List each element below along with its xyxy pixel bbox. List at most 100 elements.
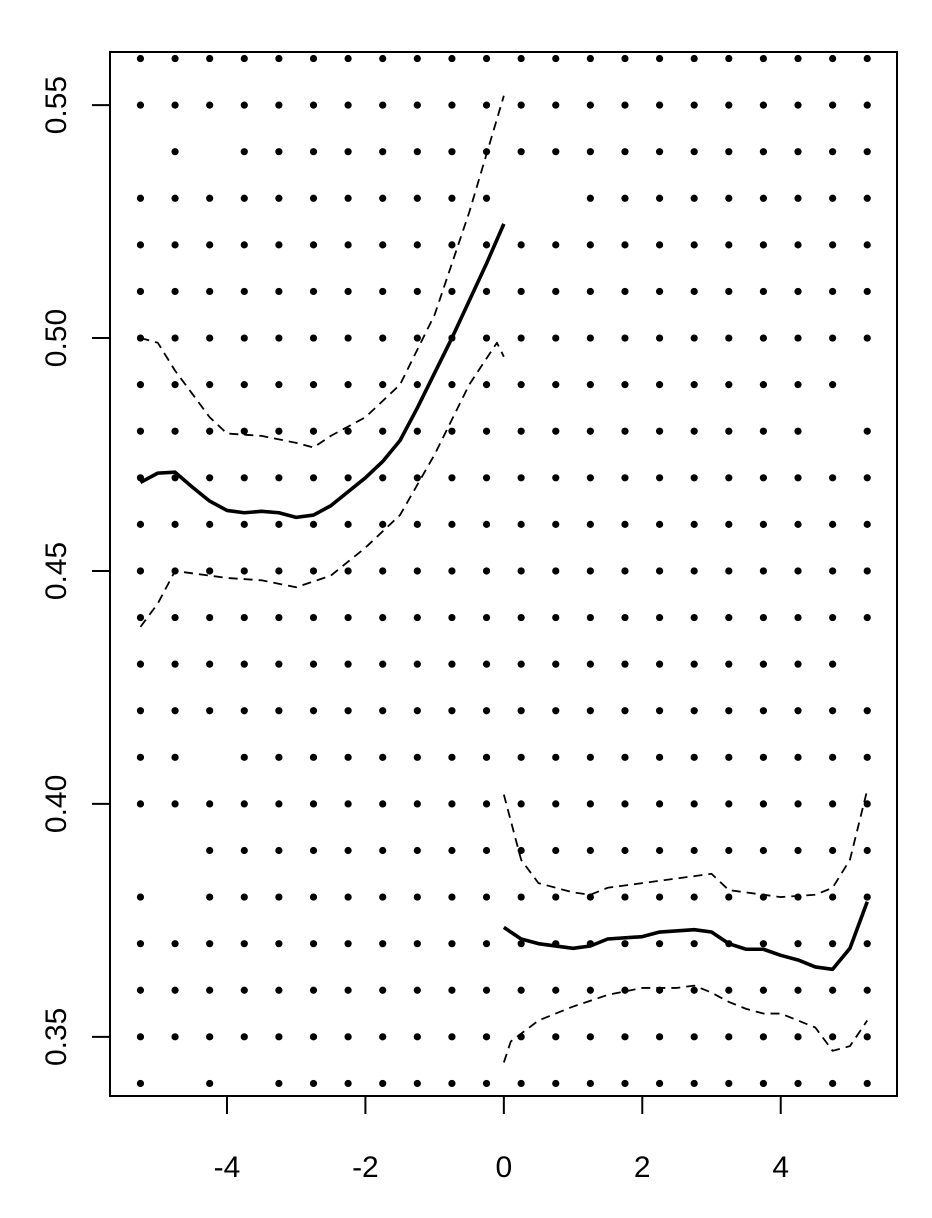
y-tick-label: 0.55 xyxy=(40,76,73,134)
dot xyxy=(586,660,594,668)
dot xyxy=(517,940,525,948)
dot xyxy=(136,520,145,528)
dot xyxy=(655,800,664,808)
dot xyxy=(725,520,733,528)
dot xyxy=(725,427,733,435)
dot xyxy=(829,846,837,855)
dot xyxy=(794,381,802,389)
dot xyxy=(829,567,837,575)
dot xyxy=(759,334,768,342)
dot xyxy=(309,986,318,994)
dot xyxy=(413,427,421,435)
fit-line xyxy=(502,901,869,972)
dot xyxy=(240,54,248,63)
dot xyxy=(725,474,733,482)
dot xyxy=(309,707,318,715)
dot xyxy=(482,753,491,761)
dot xyxy=(621,148,629,156)
dot xyxy=(863,567,871,575)
dot xyxy=(725,194,733,202)
dot xyxy=(725,1079,733,1088)
dot xyxy=(136,194,145,202)
dot xyxy=(482,940,491,948)
dot xyxy=(206,334,214,342)
dot xyxy=(552,753,560,761)
dot xyxy=(413,241,421,249)
dot xyxy=(829,194,837,202)
dot xyxy=(586,287,594,296)
dot xyxy=(413,940,421,948)
dot xyxy=(829,241,837,249)
dot xyxy=(759,241,768,249)
dot xyxy=(621,986,629,994)
dot xyxy=(240,287,248,296)
dot xyxy=(413,660,421,668)
dot xyxy=(171,381,179,389)
dot xyxy=(829,381,837,389)
dot xyxy=(136,1033,145,1041)
dot xyxy=(344,241,352,249)
dot xyxy=(309,54,318,63)
dot xyxy=(413,54,421,63)
dot xyxy=(136,940,145,948)
dot xyxy=(206,660,214,668)
dot xyxy=(171,287,179,296)
dot xyxy=(448,520,456,528)
dot xyxy=(586,241,594,249)
dot xyxy=(448,474,456,482)
ci-line xyxy=(139,341,505,628)
dot xyxy=(171,800,179,808)
dot xyxy=(655,520,664,528)
dot xyxy=(379,567,387,575)
dot xyxy=(794,427,802,435)
dot xyxy=(759,660,768,668)
dot xyxy=(517,567,525,575)
dot xyxy=(171,194,179,202)
dot xyxy=(863,1033,871,1041)
dot xyxy=(136,54,145,63)
dot xyxy=(655,241,664,249)
dot xyxy=(517,148,525,156)
dot xyxy=(206,101,214,109)
dot xyxy=(344,893,352,901)
dot xyxy=(829,54,837,63)
dot xyxy=(344,1079,352,1088)
dot xyxy=(759,1033,768,1041)
dot xyxy=(171,54,179,63)
dot xyxy=(759,753,768,761)
dot xyxy=(863,520,871,528)
dot xyxy=(621,474,629,482)
dot xyxy=(344,846,352,855)
dot xyxy=(136,1079,145,1088)
dot xyxy=(621,101,629,109)
dot xyxy=(517,1079,525,1088)
dot xyxy=(829,613,837,622)
dot xyxy=(413,381,421,389)
dot xyxy=(863,1079,871,1088)
dot xyxy=(829,520,837,528)
dot xyxy=(206,893,214,901)
dot xyxy=(379,381,387,389)
dot xyxy=(240,427,248,435)
dot xyxy=(863,707,871,715)
dot xyxy=(690,893,698,901)
dot xyxy=(517,287,525,296)
dot xyxy=(759,54,768,63)
dot xyxy=(829,148,837,156)
dot xyxy=(621,846,629,855)
dot xyxy=(344,707,352,715)
dot xyxy=(725,101,733,109)
dot xyxy=(552,241,560,249)
dot xyxy=(552,707,560,715)
dot xyxy=(794,1079,802,1088)
dot xyxy=(379,660,387,668)
dot xyxy=(829,800,837,808)
x-tick-label: -2 xyxy=(352,1151,379,1184)
dot xyxy=(655,613,664,622)
dot xyxy=(690,194,698,202)
dot xyxy=(725,707,733,715)
dot xyxy=(379,334,387,342)
dot xyxy=(690,381,698,389)
dot xyxy=(344,660,352,668)
